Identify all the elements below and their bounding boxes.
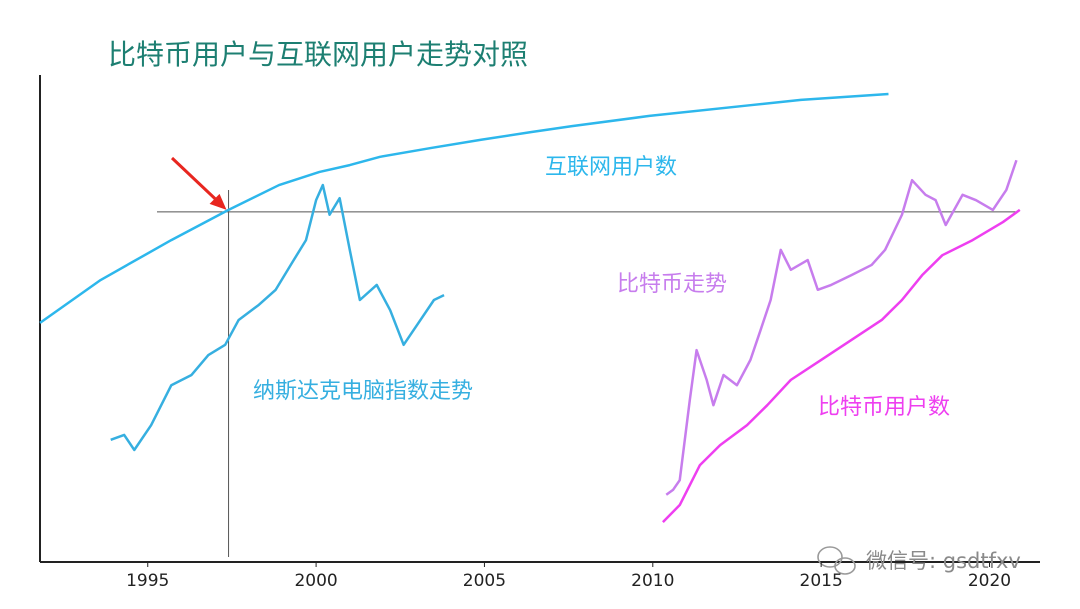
series-line [662, 208, 1021, 523]
series-label: 比特币用户数 [818, 395, 950, 420]
watermark: 微信号: gsdtfxv [866, 549, 1021, 573]
chart-title: 比特币用户与互联网用户走势对照 [108, 38, 528, 71]
arrow-head [209, 193, 227, 210]
series-label: 比特币走势 [617, 272, 727, 297]
x-tick-label: 2020 [968, 571, 1011, 591]
series-label: 纳斯达克电脑指数走势 [253, 379, 473, 404]
x-tick-label: 2000 [294, 571, 337, 591]
series-line [39, 92, 889, 324]
series-label: 互联网用户数 [545, 155, 677, 180]
x-tick-label: 1995 [126, 571, 169, 591]
arrow-shaft [170, 156, 222, 205]
series-line [110, 183, 445, 452]
x-tick-label: 2010 [631, 571, 674, 591]
series-line [665, 159, 1018, 496]
x-tick-label: 2005 [463, 571, 506, 591]
watermark-icon [817, 546, 856, 575]
x-tick-label: 2015 [800, 571, 843, 591]
